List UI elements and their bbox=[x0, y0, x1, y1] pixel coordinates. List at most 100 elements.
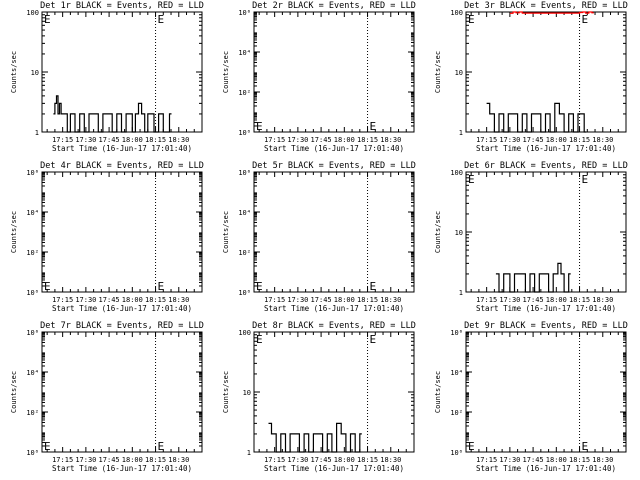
y-tick-label: 10⁰ bbox=[26, 289, 39, 297]
x-axis-label: Start Time (16-Jun-17 17:01:40) bbox=[52, 144, 192, 153]
y-tick-label: 1 bbox=[35, 129, 39, 137]
x-tick-label: 17:15 bbox=[52, 136, 73, 144]
x-axis-label: Start Time (16-Jun-17 17:01:40) bbox=[476, 304, 616, 313]
y-axis-label: Counts/sec bbox=[434, 211, 442, 253]
x-axis-label: Start Time (16-Jun-17 17:01:40) bbox=[476, 464, 616, 473]
x-tick-label: 18:30 bbox=[380, 136, 401, 144]
x-tick-label: 17:45 bbox=[523, 456, 544, 464]
x-tick-label: 17:15 bbox=[264, 456, 285, 464]
x-axis-label: Start Time (16-Jun-17 17:01:40) bbox=[264, 144, 404, 153]
event-marker-label: E bbox=[582, 13, 589, 26]
x-tick-label: 18:15 bbox=[357, 456, 378, 464]
y-axis-label: Counts/sec bbox=[10, 211, 18, 253]
y-tick-label: 1 bbox=[247, 449, 251, 457]
x-tick-label: 18:15 bbox=[569, 456, 590, 464]
y-tick-label: 100 bbox=[26, 9, 39, 17]
event-marker-label: E bbox=[44, 280, 51, 293]
y-axis-label: Counts/sec bbox=[222, 211, 230, 253]
panel-title: Det 6r BLACK = Events, RED = LLD bbox=[464, 161, 628, 171]
detector-panel: Det 8r BLACK = Events, RED = LLD Counts/s… bbox=[222, 321, 416, 473]
event-marker-label: E bbox=[370, 333, 377, 346]
x-tick-label: 18:00 bbox=[122, 456, 143, 464]
series-events-line bbox=[486, 102, 587, 133]
x-axis-label: Start Time (16-Jun-17 17:01:40) bbox=[52, 304, 192, 313]
y-tick-label: 10⁴ bbox=[450, 369, 463, 377]
detector-panel: Det 2r BLACK = Events, RED = LLD Counts/s… bbox=[222, 1, 416, 153]
panel-title: Det 1r BLACK = Events, RED = LLD bbox=[40, 1, 204, 11]
panel-title: Det 3r BLACK = Events, RED = LLD bbox=[464, 1, 628, 11]
x-axis-label: Start Time (16-Jun-17 17:01:40) bbox=[52, 464, 192, 473]
y-axis-label: Counts/sec bbox=[434, 371, 442, 413]
y-tick-label: 10⁴ bbox=[26, 369, 39, 377]
event-marker-label: E bbox=[468, 173, 475, 186]
y-tick-label: 10⁰ bbox=[26, 449, 39, 457]
detector-panel: Det 1r BLACK = Events, RED = LLD Counts/s… bbox=[10, 1, 204, 153]
detector-panel: Det 3r BLACK = Events, RED = LLD Counts/s… bbox=[434, 1, 628, 153]
x-tick-label: 17:45 bbox=[99, 296, 120, 304]
event-marker-label: E bbox=[468, 13, 475, 26]
x-tick-label: 18:30 bbox=[592, 456, 613, 464]
x-tick-label: 17:15 bbox=[476, 136, 497, 144]
series-events-line bbox=[495, 262, 571, 293]
x-tick-label: 17:45 bbox=[311, 456, 332, 464]
plot-frame bbox=[41, 171, 203, 293]
plot-frame bbox=[41, 331, 203, 453]
event-marker-label: E bbox=[370, 120, 377, 133]
x-tick-label: 18:00 bbox=[334, 136, 355, 144]
y-axis-label: Counts/sec bbox=[10, 51, 18, 93]
x-axis-label: Start Time (16-Jun-17 17:01:40) bbox=[476, 144, 616, 153]
detector-panel: Det 9r BLACK = Events, RED = LLD Counts/s… bbox=[434, 321, 628, 473]
y-tick-label: 10⁰ bbox=[450, 449, 463, 457]
x-tick-label: 18:30 bbox=[168, 136, 189, 144]
panel-title: Det 8r BLACK = Events, RED = LLD bbox=[252, 321, 416, 331]
x-tick-label: 17:45 bbox=[523, 136, 544, 144]
y-axis-label: Counts/sec bbox=[222, 371, 230, 413]
x-tick-label: 17:45 bbox=[311, 296, 332, 304]
x-tick-label: 17:30 bbox=[287, 136, 308, 144]
x-tick-label: 17:15 bbox=[52, 456, 73, 464]
panel-title: Det 7r BLACK = Events, RED = LLD bbox=[40, 321, 204, 331]
y-tick-label: 10 bbox=[455, 229, 463, 237]
series-events-line bbox=[268, 422, 362, 453]
plot-frame bbox=[253, 11, 415, 133]
x-tick-label: 17:15 bbox=[476, 456, 497, 464]
x-axis-label: Start Time (16-Jun-17 17:01:40) bbox=[264, 304, 404, 313]
x-tick-label: 17:30 bbox=[75, 456, 96, 464]
event-marker-label: E bbox=[158, 440, 165, 453]
x-tick-label: 17:30 bbox=[499, 296, 520, 304]
event-marker-label: E bbox=[158, 13, 165, 26]
x-tick-label: 18:15 bbox=[145, 456, 166, 464]
x-tick-label: 18:15 bbox=[145, 136, 166, 144]
plot-frame bbox=[253, 171, 415, 293]
event-marker-label: E bbox=[256, 280, 263, 293]
y-tick-label: 10⁴ bbox=[26, 209, 39, 217]
event-marker-label: E bbox=[582, 173, 589, 186]
y-tick-label: 10⁰ bbox=[238, 129, 251, 137]
y-tick-label: 100 bbox=[450, 9, 463, 17]
y-tick-label: 10⁶ bbox=[450, 329, 463, 337]
x-tick-label: 17:45 bbox=[99, 136, 120, 144]
y-tick-label: 10² bbox=[238, 249, 251, 257]
x-tick-label: 17:45 bbox=[99, 456, 120, 464]
x-tick-label: 18:00 bbox=[334, 296, 355, 304]
x-tick-label: 17:30 bbox=[75, 296, 96, 304]
x-tick-label: 18:15 bbox=[145, 296, 166, 304]
y-tick-label: 10² bbox=[450, 409, 463, 417]
plot-frame bbox=[253, 331, 415, 453]
x-tick-label: 17:45 bbox=[523, 296, 544, 304]
x-tick-label: 17:30 bbox=[499, 456, 520, 464]
event-marker-label: E bbox=[582, 440, 589, 453]
x-tick-label: 18:15 bbox=[569, 136, 590, 144]
detector-panel: Det 5r BLACK = Events, RED = LLD Counts/s… bbox=[222, 161, 416, 313]
y-tick-label: 10² bbox=[26, 249, 39, 257]
series-events-line bbox=[53, 95, 172, 133]
x-tick-label: 17:45 bbox=[311, 136, 332, 144]
x-tick-label: 18:30 bbox=[168, 456, 189, 464]
y-tick-label: 1 bbox=[459, 129, 463, 137]
panel-title: Det 4r BLACK = Events, RED = LLD bbox=[40, 161, 204, 171]
series-lld-line bbox=[509, 11, 594, 14]
y-tick-label: 10⁴ bbox=[238, 209, 251, 217]
y-axis-label: Counts/sec bbox=[10, 371, 18, 413]
x-tick-label: 18:30 bbox=[168, 296, 189, 304]
x-tick-label: 17:15 bbox=[264, 136, 285, 144]
